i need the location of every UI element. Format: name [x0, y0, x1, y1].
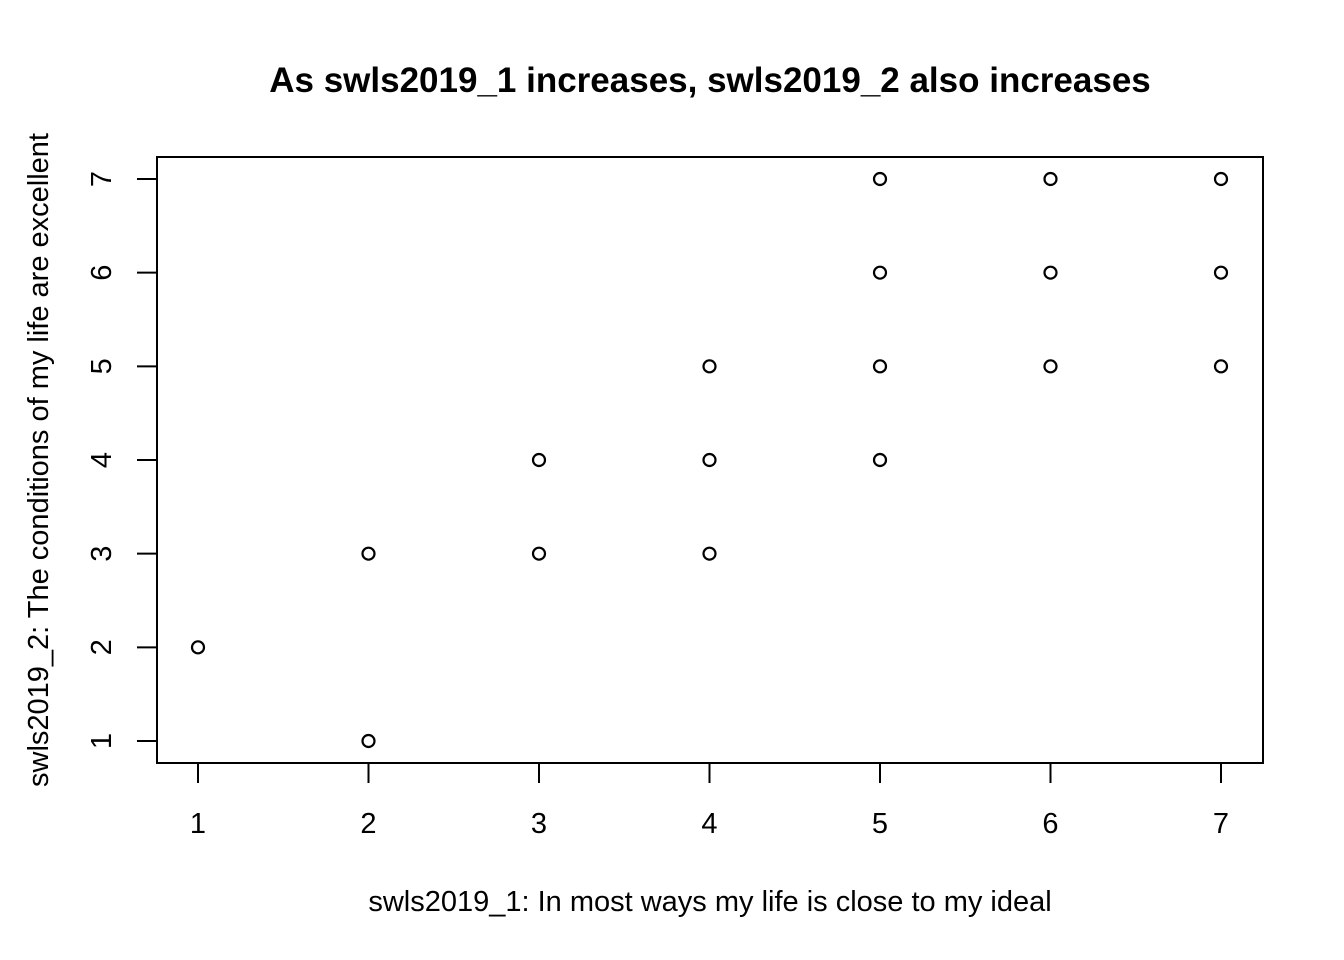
- data-point: [872, 171, 888, 187]
- data-points: [190, 171, 1229, 749]
- data-point: [361, 546, 376, 561]
- x-tick-label: 3: [531, 808, 547, 840]
- data-point: [531, 452, 547, 468]
- x-tick-label: 1: [190, 808, 206, 840]
- x-tick-label: 7: [1213, 808, 1229, 840]
- data-point: [1213, 171, 1229, 187]
- y-tick-label: 6: [86, 265, 118, 281]
- plot-frame: [156, 156, 1264, 764]
- y-tick-label: 5: [86, 358, 118, 374]
- data-point: [702, 546, 717, 561]
- data-point: [702, 452, 717, 468]
- x-tick-label: 4: [701, 808, 717, 840]
- y-tick-label: 4: [86, 452, 118, 468]
- x-tick-label: 2: [360, 808, 376, 840]
- data-point: [1213, 265, 1229, 280]
- y-axis: 1 2 3 4 5 6 7: [86, 171, 158, 749]
- data-point: [702, 359, 717, 374]
- data-point: [531, 546, 547, 561]
- y-tick-label: 2: [86, 639, 118, 655]
- x-axis-label: swls2019_1: In most ways my life is clos…: [368, 886, 1051, 918]
- data-point: [872, 265, 888, 280]
- data-point: [190, 640, 206, 655]
- data-point: [1213, 359, 1229, 374]
- data-point: [872, 359, 888, 374]
- y-tick-label: 1: [86, 733, 118, 749]
- x-tick-label: 6: [1042, 808, 1058, 840]
- y-axis-label: swls2019_2: The conditions of my life ar…: [23, 133, 55, 787]
- y-tick-label: 3: [86, 546, 118, 562]
- chart-title: As swls2019_1 increases, swls2019_2 also…: [269, 61, 1151, 100]
- data-point: [872, 452, 888, 468]
- y-tick-label: 7: [86, 171, 118, 187]
- data-point: [1043, 359, 1058, 374]
- data-point: [1043, 265, 1058, 280]
- data-point: [361, 733, 376, 749]
- x-tick-label: 5: [872, 808, 888, 840]
- data-point: [1043, 171, 1058, 187]
- x-axis: 1 2 3 4 5 6 7: [190, 762, 1229, 840]
